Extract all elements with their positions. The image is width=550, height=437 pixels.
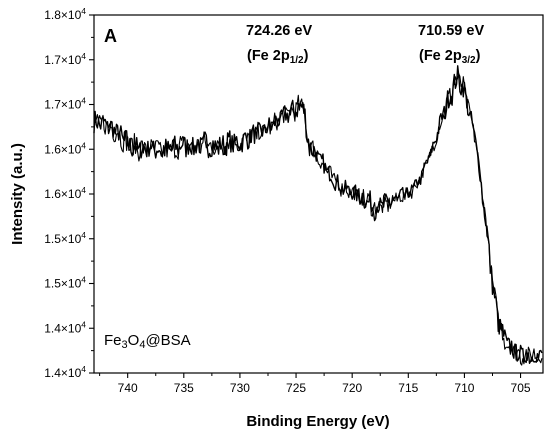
y-tick-label: 1.7×104 xyxy=(44,51,86,67)
y-axis-title: Intensity (a.u.) xyxy=(9,143,26,245)
y-tick-label: 1.4×104 xyxy=(44,364,86,380)
series-layer xyxy=(93,65,543,366)
y-tick-label: 1.8×104 xyxy=(44,6,86,22)
y-tick-label: 1.5×104 xyxy=(44,230,86,246)
spectrum-trace xyxy=(93,65,543,364)
x-tick-label: 720 xyxy=(342,381,362,395)
x-tick-label: 725 xyxy=(286,381,306,395)
y-tick-label: 1.4×104 xyxy=(44,319,86,335)
y-tick-label: 1.5×104 xyxy=(44,275,86,291)
annotation-2-orbital: (Fe 2p3/2) xyxy=(419,48,481,66)
x-tick-label: 710 xyxy=(454,381,474,395)
plot-frame xyxy=(93,14,544,374)
sample-label: Fe3O4@BSA xyxy=(104,332,191,351)
annotation-1-energy: 724.26 eV xyxy=(246,23,312,39)
x-axis-ticks: 740 735 730 725 720 715 710 705 xyxy=(99,373,531,395)
x-tick-label: 740 xyxy=(118,381,138,395)
y-tick-label: 1.6×104 xyxy=(44,140,86,156)
panel-letter: A xyxy=(104,26,117,46)
x-tick-label: 705 xyxy=(511,381,531,395)
y-tick-label: 1.6×104 xyxy=(44,185,86,201)
y-axis-ticks: 1.4×104 1.4×104 1.5×104 1.5×104 1.6×104 1.6×1… xyxy=(44,6,94,380)
x-tick-label: 730 xyxy=(230,381,250,395)
spectrum-trace xyxy=(93,73,543,366)
x-tick-label: 715 xyxy=(398,381,418,395)
x-axis-title: Binding Energy (eV) xyxy=(246,413,389,430)
annotation-2-energy: 710.59 eV xyxy=(418,23,484,39)
y-tick-label: 1.7×104 xyxy=(44,96,86,112)
x-tick-label: 735 xyxy=(174,381,194,395)
annotation-1-orbital: (Fe 2p1/2) xyxy=(247,48,309,66)
